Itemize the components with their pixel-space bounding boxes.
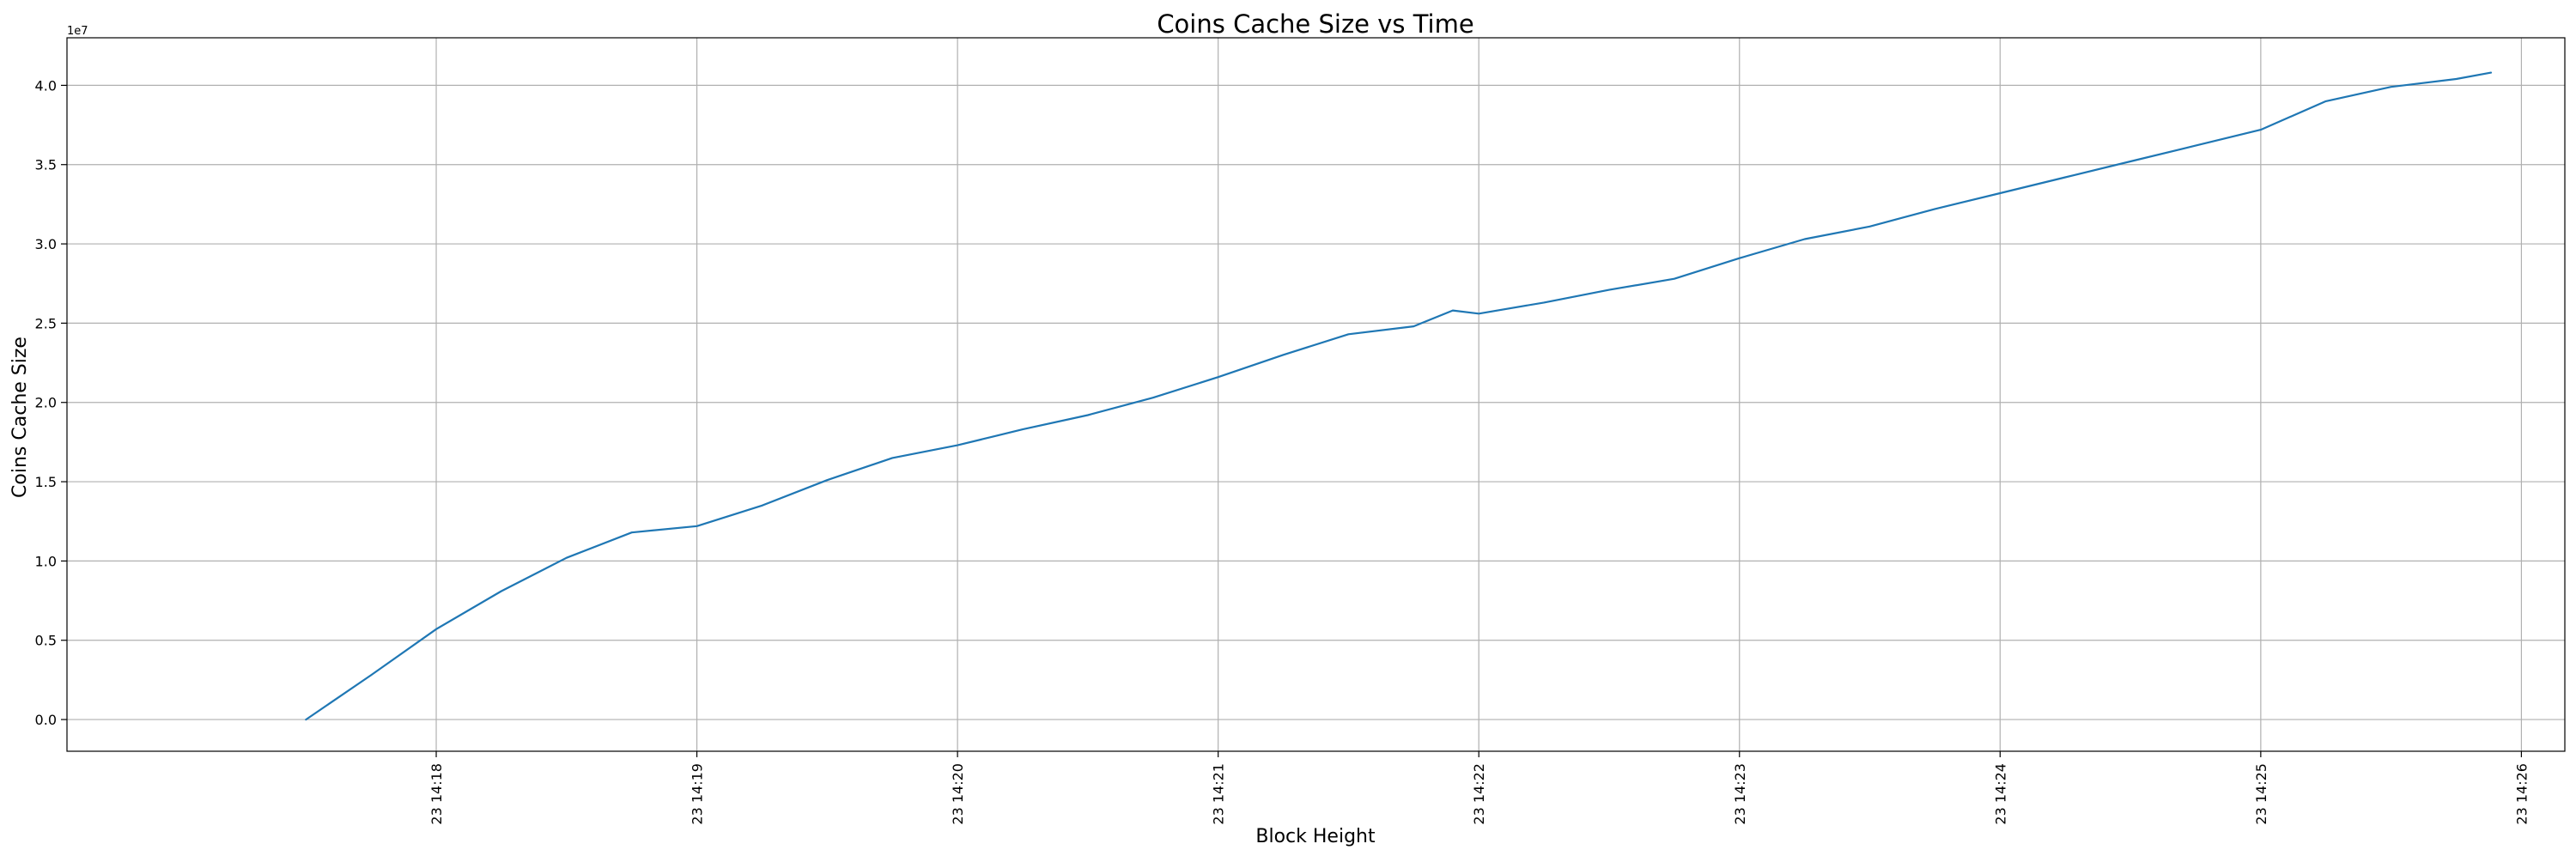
y-tick-label-5: 2.5 (35, 315, 57, 331)
y-axis-ticks: 0.0 0.5 1.0 1.5 2.0 2.5 3.0 3.5 4.0 (35, 77, 67, 728)
x-tick-label-6: 23 14:24 (1992, 763, 2008, 825)
x-tick-label-4: 23 14:22 (1471, 763, 1487, 825)
y-tick-label-7: 3.5 (35, 157, 57, 173)
chart-title: Coins Cache Size vs Time (1157, 9, 1473, 39)
x-tick-label-2: 23 14:20 (950, 763, 966, 825)
y-tick-label-6: 3.0 (35, 236, 57, 252)
x-tick-label-0: 23 14:18 (428, 763, 445, 825)
x-tick-label-7: 23 14:25 (2253, 763, 2269, 825)
y-tick-label-2: 1.0 (35, 553, 57, 569)
x-axis-label: Block Height (1255, 826, 1376, 847)
plot-frame (66, 37, 2566, 752)
y-axis-offset-label: 1e7 (67, 25, 88, 38)
y-tick-label-4: 2.0 (35, 395, 57, 411)
y-tick-label-1: 0.5 (35, 633, 57, 649)
series-layer (305, 71, 2493, 721)
x-tick-label-3: 23 14:21 (1211, 763, 1227, 825)
x-tick-label-8: 23 14:26 (2513, 763, 2530, 825)
x-axis-ticks: 23 14:18 23 14:19 23 14:20 23 14:21 23 14:22… (428, 751, 2530, 825)
x-tick-label-5: 23 14:23 (1732, 763, 1748, 825)
y-tick-label-3: 1.5 (35, 474, 57, 490)
grid (67, 38, 2565, 751)
y-tick-label-8: 4.0 (35, 77, 57, 94)
y-tick-label-0: 0.0 (35, 712, 57, 728)
series-line-0 (305, 71, 2493, 721)
x-tick-label-1: 23 14:19 (690, 763, 706, 825)
y-axis-label: Coins Cache Size (9, 337, 31, 498)
